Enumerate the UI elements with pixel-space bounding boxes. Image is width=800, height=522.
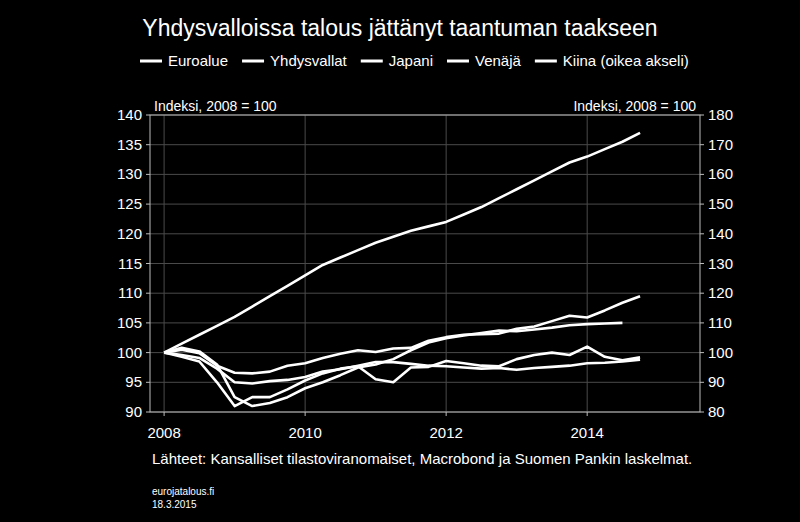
x-tick-label: 2008 [147,424,180,441]
y2-axis-label: Indeksi, 2008 = 100 [573,98,696,114]
y2-tick-label: 120 [708,284,733,301]
legend-swatch [535,60,557,63]
series-line [164,133,640,353]
tick [700,293,704,294]
y2-tick-label: 140 [708,225,733,242]
y2-tick-label: 110 [708,314,732,331]
chart: Yhdysvalloissa talous jättänyt taantuman… [0,0,800,522]
tick [700,352,704,353]
legend-swatch [242,60,264,63]
y2-tick-label: 170 [708,136,733,153]
y2-tick-label: 130 [708,255,733,272]
background [0,0,800,522]
grid-line [164,115,165,412]
tick [700,144,704,145]
legend-swatch [140,60,162,63]
title: Yhdysvalloissa talous jättänyt taantuman… [142,15,657,41]
plot-frame [150,115,700,412]
tick [146,263,150,264]
tick [146,412,150,413]
y2-tick-label: 100 [708,344,733,361]
grid-line [150,263,700,264]
x-tick-label: 2014 [570,424,603,441]
legend-label: Japani [389,52,433,69]
tick [146,382,150,383]
source: Lähteet: Kansalliset tilastoviranomaiset… [152,450,692,467]
y2-tick-label: 180 [708,106,733,123]
tick [700,322,704,323]
tick [146,233,150,234]
tick [700,115,704,116]
y-tick-label: 130 [117,165,142,182]
y-tick-label: 90 [125,403,142,420]
grid-line [587,115,588,412]
y-axis-label: Indeksi, 2008 = 100 [154,98,277,114]
series-line [164,353,640,384]
tick [587,412,588,416]
grid-line [305,115,306,412]
grid-line [150,293,700,294]
footer-note: 18.3.2015 [152,499,197,510]
y-tick-label: 125 [117,195,142,212]
series-line [164,323,622,406]
grid-line [150,352,700,353]
grid-line [150,233,700,234]
y2-tick-label: 90 [708,373,725,390]
tick [146,144,150,145]
legend-swatch [447,60,469,63]
series-line [164,296,640,373]
y-tick-label: 95 [125,373,142,390]
tick [700,174,704,175]
legend-label: Venäjä [475,52,522,69]
tick [700,233,704,234]
y2-tick-label: 150 [708,195,733,212]
tick [146,174,150,175]
y2-tick-label: 80 [708,403,725,420]
tick [146,293,150,294]
legend-label: Euroalue [168,52,228,69]
tick [146,115,150,116]
y2-tick-label: 160 [708,165,733,182]
tick [305,412,306,416]
y-tick-label: 110 [118,284,142,301]
tick [700,412,704,413]
y-tick-label: 140 [117,106,142,123]
tick [700,263,704,264]
y-tick-label: 120 [117,225,142,242]
y-tick-label: 105 [117,314,142,331]
tick [146,322,150,323]
legend-label: Kiina (oikea akseli) [563,52,689,69]
y-tick-label: 100 [117,344,142,361]
tick [146,204,150,205]
x-tick-label: 2010 [288,424,321,441]
tick [700,382,704,383]
x-tick-label: 2012 [429,424,462,441]
tick [164,412,165,416]
tick [446,412,447,416]
tick [146,352,150,353]
y-tick-label: 135 [117,136,142,153]
footer-note: eurojatalous.fi [152,486,214,497]
legend-swatch [361,60,383,63]
legend-label: Yhdysvallat [270,52,348,69]
grid-line [150,204,700,205]
y-tick-label: 115 [118,255,142,272]
tick [700,204,704,205]
series-group [164,133,640,406]
grid-line [150,174,700,175]
